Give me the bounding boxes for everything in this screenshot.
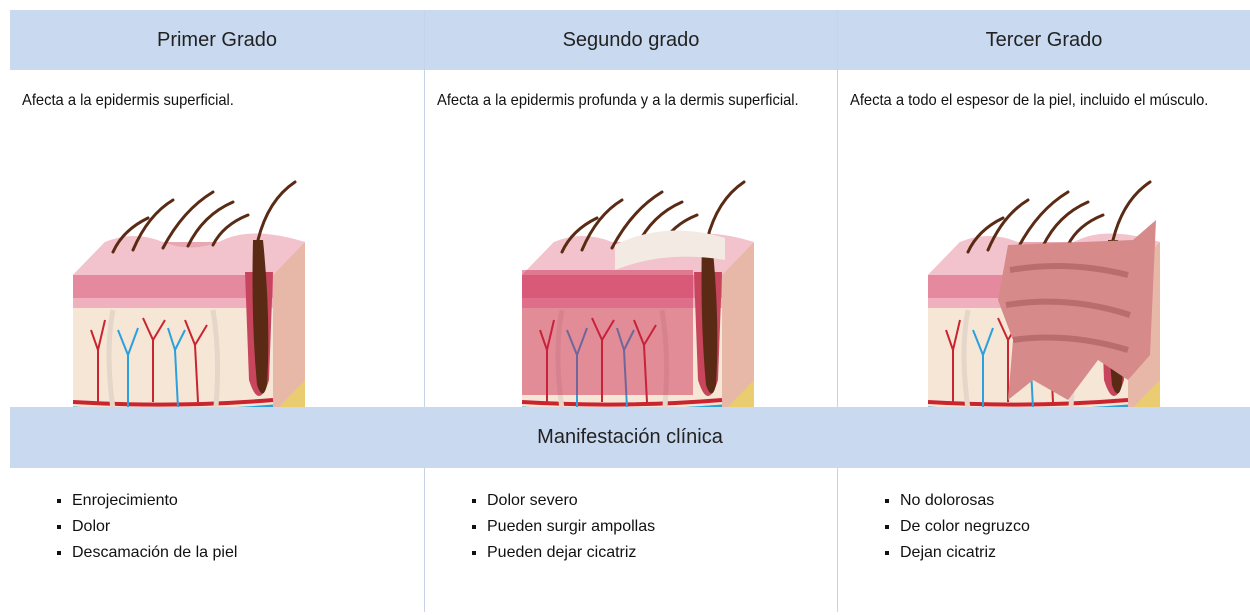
description: Afecta a la epidermis profunda y a la de… [437,92,799,109]
skin-illustration [522,70,838,407]
list-item: No dolorosas [900,488,1250,514]
column-header: Tercer Grado [838,10,1250,70]
column-header: Primer Grado [10,10,425,70]
skin-illustration [10,70,425,407]
list-item: Pueden surgir ampollas [487,514,837,540]
list-item: Dolor [72,514,424,540]
description: Afecta a todo el espesor de la piel, inc… [850,92,1209,109]
cell: Afecta a la epidermis superficial. [10,70,425,407]
table: Primer Grado Segundo grado Tercer Grado … [10,10,1250,612]
skin-illustration [838,70,1250,407]
list-item: Dolor severo [487,488,837,514]
cell: Dolor severo Pueden surgir ampollas Pued… [425,468,838,612]
header-row: Primer Grado Segundo grado Tercer Grado [10,10,1250,70]
list: No dolorosas De color negruzco Dejan cic… [838,488,1250,566]
list-item: Dejan cicatriz [900,540,1250,566]
list-item: Pueden dejar cicatriz [487,540,837,566]
section-header: Manifestación clínica [10,407,1250,468]
list: Enrojecimiento Dolor Descamación de la p… [10,488,424,566]
column-header: Segundo grado [425,10,838,70]
image-row: Afecta a la epidermis superficial. Afect… [10,70,1250,407]
list-row: Enrojecimiento Dolor Descamación de la p… [10,468,1250,612]
cell: Enrojecimiento Dolor Descamación de la p… [10,468,425,612]
list: Dolor severo Pueden surgir ampollas Pued… [425,488,837,566]
list-item: Enrojecimiento [72,488,424,514]
cell: No dolorosas De color negruzco Dejan cic… [838,468,1250,612]
cell: Afecta a la epidermis profunda y a la de… [425,70,838,407]
list-item: De color negruzco [900,514,1250,540]
description: Afecta a la epidermis superficial. [22,92,234,109]
cell: Afecta a todo el espesor de la piel, inc… [838,70,1250,407]
list-item: Descamación de la piel [72,540,424,566]
